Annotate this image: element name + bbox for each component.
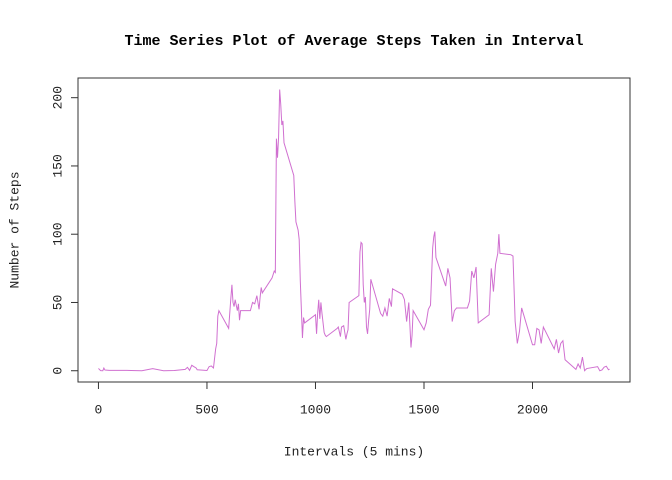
x-axis-label: Intervals (5 mins) bbox=[284, 444, 424, 459]
y-tick-label: 0 bbox=[50, 367, 65, 375]
plot-frame bbox=[77, 77, 631, 383]
x-tick-label: 1500 bbox=[408, 402, 439, 417]
x-tick-label: 2000 bbox=[517, 402, 548, 417]
x-tick-label: 500 bbox=[195, 402, 218, 417]
y-axis-label: Number of Steps bbox=[7, 171, 22, 288]
data-line bbox=[98, 89, 610, 372]
chart-title: Time Series Plot of Average Steps Taken … bbox=[124, 33, 583, 50]
x-tick-label: 1000 bbox=[300, 402, 331, 417]
y-tick-label: 100 bbox=[50, 223, 65, 246]
y-tick-label: 50 bbox=[50, 295, 65, 311]
y-tick-label: 150 bbox=[50, 154, 65, 177]
x-tick-label: 0 bbox=[95, 402, 103, 417]
y-tick-label: 200 bbox=[50, 86, 65, 109]
